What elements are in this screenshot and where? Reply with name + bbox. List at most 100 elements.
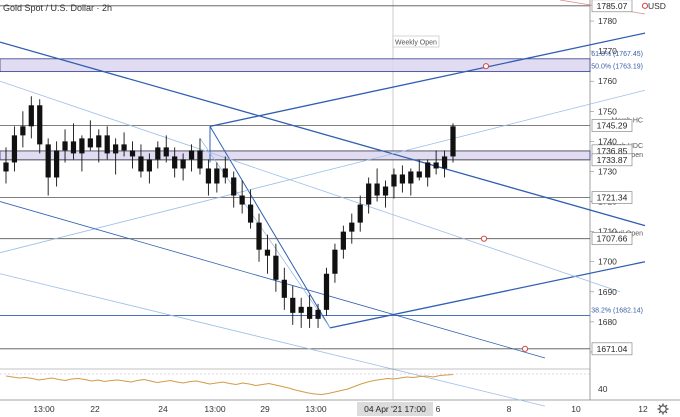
trendline-2 [329,261,646,329]
candle-27 [231,171,237,208]
candle-23 [197,138,203,175]
candles-layer [3,96,456,328]
candle-2 [20,111,26,148]
candle-body [399,174,406,184]
candle-body [222,168,228,178]
price-tag-box-5 [591,232,633,245]
candle-14 [121,132,127,157]
candle-26 [222,156,228,184]
x-tick-label-10: 10 [571,404,581,414]
currency-label: USD [648,1,666,11]
candle-25 [214,162,220,193]
candle-body [155,147,161,160]
price-tag-box-0 [591,0,633,13]
candle-13 [113,138,119,175]
candle-40 [340,225,346,259]
price-tag-0: 1785.07 [597,1,628,11]
candle-body [20,126,26,136]
candle-body [374,183,380,196]
candle-body [180,159,186,169]
price-tag-box-1 [591,119,633,132]
y-tick-label-1: 1680 [598,317,617,327]
candle-10 [87,120,93,151]
marker-point-0 [482,63,490,70]
candle-body [163,147,169,157]
candle-body [425,162,431,178]
y-tick-label-9: 1760 [598,76,617,86]
zone-1 [0,150,591,161]
candle-47 [399,165,406,193]
candle-3 [28,96,34,139]
trendline-3 [209,126,331,329]
candle-7 [62,129,68,163]
candle-body [256,222,262,250]
x-tick-label-9: 8 [507,404,512,414]
y-tick-label-10: 1770 [598,46,617,56]
trendline-4 [0,89,646,254]
chart-title: Gold Spot / U.S. Dollar · 2h [3,3,112,13]
marker-point-1 [480,235,488,242]
candle-19 [163,135,169,163]
candle-52 [441,150,448,178]
candle-38 [323,267,330,316]
candle-31 [264,234,271,274]
candle-body [391,174,397,187]
time-axis[interactable]: 13:00 22 24 13:00 29 13:00 6 8 10 12 04 Apr '21 17… [33,402,648,416]
candle-32 [273,243,279,292]
candle-12 [104,126,110,160]
x-tick-label-11: 12 [638,404,648,414]
trendline-0 [0,41,646,227]
candle-body [315,309,321,319]
candle-body [113,144,119,154]
x-tick-label-8: 6 [436,404,441,414]
x-tick-label-3: 13:00 [204,404,226,414]
candle-0 [3,147,9,184]
candle-34 [290,285,296,325]
price-tag-4: 1721.34 [597,193,628,203]
candle-body [138,156,144,172]
marker-point-3 [641,2,649,9]
x-highlight-label: 04 Apr '21 17:00 [364,404,426,414]
candle-53 [450,123,456,163]
gear-icon[interactable] [657,403,669,415]
candle-body [3,162,9,172]
candle-body [87,138,93,148]
candle-8 [70,123,77,160]
price-axis[interactable]: 1670168016901700171017201730174017501760… [590,0,633,357]
weekly-open-box [392,35,440,48]
candle-body [188,150,195,160]
candle-body [37,105,43,145]
price-tag-3: 1733.87 [597,155,628,165]
candle-6 [53,141,60,187]
x-tick-label-5: 13:00 [305,404,327,414]
candle-body [264,249,271,256]
candle-body [239,195,245,205]
rsi-line [5,374,454,396]
candle-9 [79,135,85,172]
fib-label-0: 61.8% (1767.45) [591,51,643,58]
candle-body [70,141,77,154]
candle-body [172,156,178,169]
candle-body [416,171,422,178]
candle-body [205,168,212,184]
candle-body [290,297,296,313]
candle-36 [307,294,313,328]
candle-body [298,306,304,313]
candle-11 [96,129,102,163]
candle-body [366,183,372,205]
candle-body [281,279,287,298]
candle-45 [382,180,389,208]
candle-body [273,255,279,280]
trendlines-layer [0,0,649,407]
price-tag-5: 1707.66 [597,234,628,244]
candle-body [408,171,414,184]
candle-body [79,138,85,154]
y-tick-label-4: 1710 [598,227,617,237]
candle-body [231,177,237,196]
candle-29 [247,189,254,229]
y-tick-label-11: 1780 [598,16,617,26]
candle-50 [425,159,431,187]
trendline-9 [199,138,331,329]
fib-label-1: 50.0% (1763.19) [591,64,643,71]
